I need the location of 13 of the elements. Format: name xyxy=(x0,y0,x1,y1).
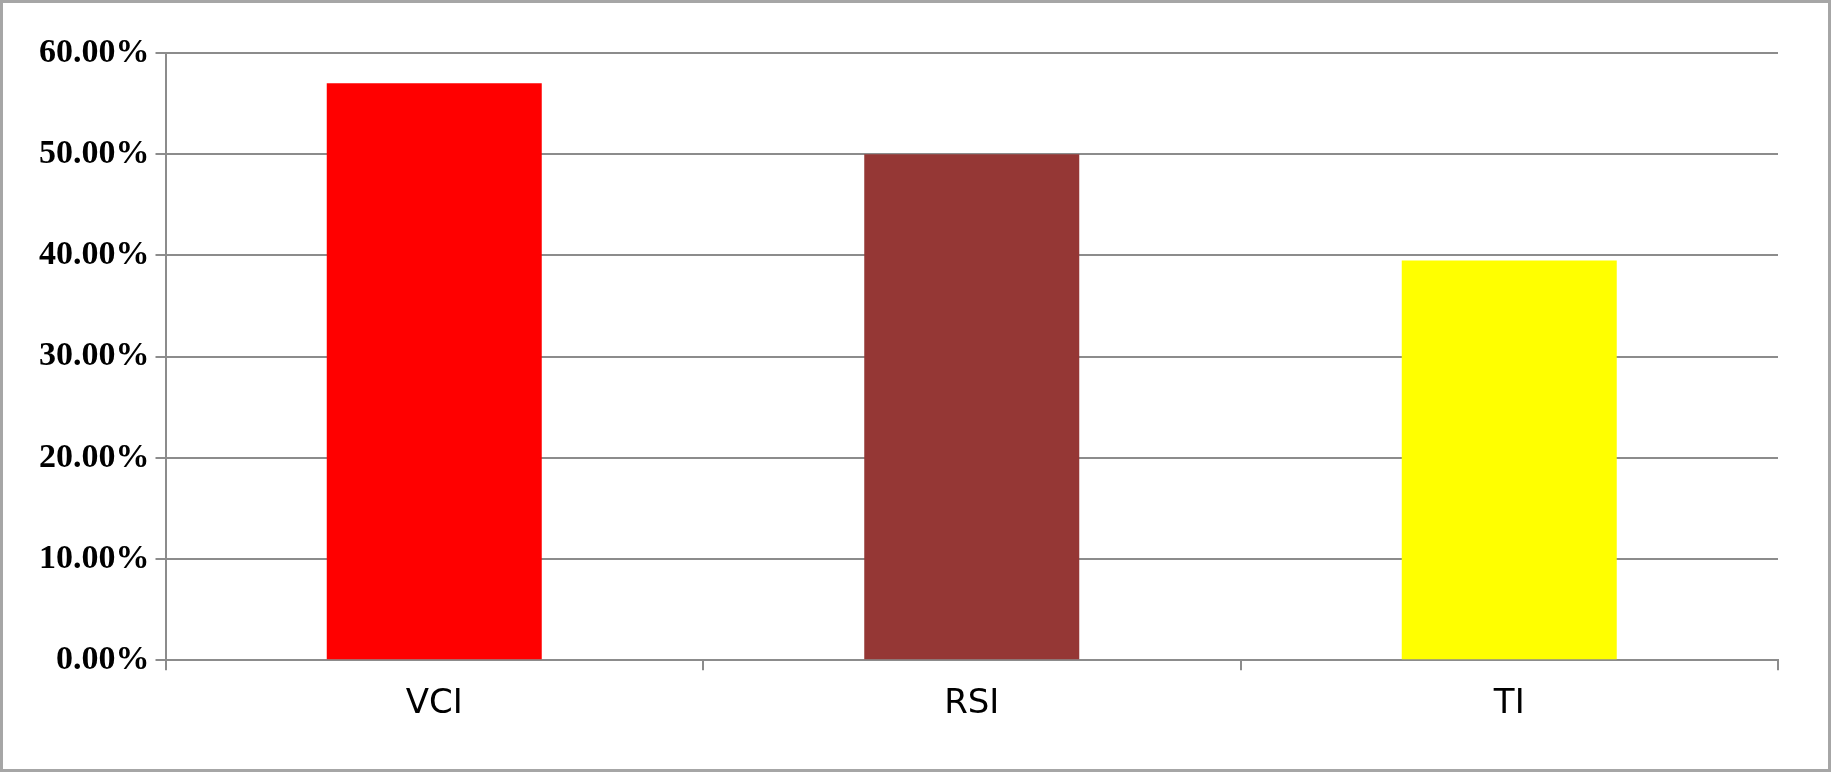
y-tick-label: 10.00% xyxy=(39,537,150,575)
y-tick-label: 60.00% xyxy=(39,31,150,69)
y-tick-label: 20.00% xyxy=(39,436,150,474)
y-tick-label: 30.00% xyxy=(39,335,150,373)
bar xyxy=(864,154,1080,660)
y-tick-label: 0.00% xyxy=(56,638,150,676)
x-tick-label: VCI xyxy=(405,681,463,722)
bar xyxy=(1401,260,1617,660)
bar xyxy=(326,83,542,660)
x-tick-label: TI xyxy=(1492,681,1525,722)
y-tick-label: 40.00% xyxy=(39,234,150,272)
x-tick-label: RSI xyxy=(944,681,1000,722)
y-tick-label: 50.00% xyxy=(39,132,150,170)
